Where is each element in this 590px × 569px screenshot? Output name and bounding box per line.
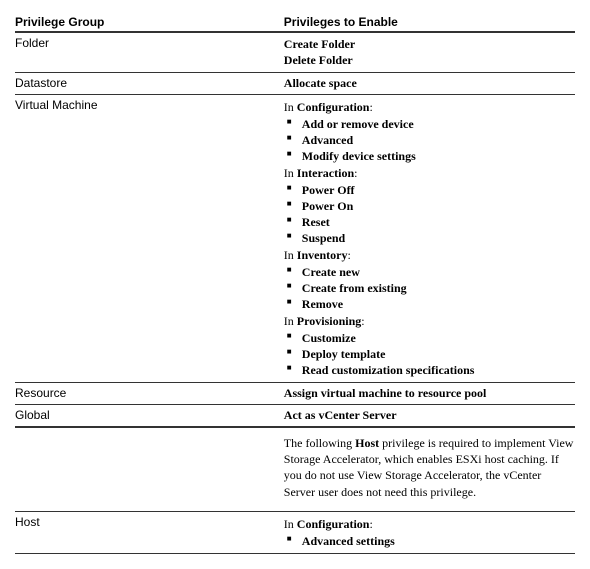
in-word: In [284,248,297,262]
group-label-datastore: Datastore [15,76,284,91]
privs-global: Act as vCenter Server [284,408,575,423]
cat-name: Interaction [297,166,354,180]
priv-add-remove-device: Add or remove device [284,117,575,132]
row-virtual-machine: Virtual Machine In Configuration: Add or… [15,95,575,383]
row-host-note: The following Host privilege is required… [15,428,575,512]
vm-inventory-list: Create new Create from existing Remove [284,265,575,312]
cat-colon: : [369,517,372,531]
row-resource: Resource Assign virtual machine to resou… [15,383,575,405]
priv-act-as-vcenter: Act as vCenter Server [284,408,575,423]
group-label-global: Global [15,408,284,423]
header-privilege-group: Privilege Group [15,15,284,29]
priv-create-new: Create new [284,265,575,280]
in-word: In [284,100,297,114]
vm-cat-inventory: In Inventory: [284,248,575,263]
in-word: In [284,314,297,328]
host-note-empty-label [15,431,284,508]
note-pre: The following [284,436,355,450]
cat-name: Provisioning [297,314,361,328]
privs-resource: Assign virtual machine to resource pool [284,386,575,401]
host-cat-configuration: In Configuration: [284,517,575,532]
priv-power-on: Power On [284,199,575,214]
privs-host: In Configuration: Advanced settings [284,515,575,550]
host-config-list: Advanced settings [284,534,575,549]
priv-customize: Customize [284,331,575,346]
host-note-cell: The following Host privilege is required… [284,431,575,508]
in-word: In [284,517,297,531]
priv-advanced: Advanced [284,133,575,148]
cat-colon: : [354,166,357,180]
priv-power-off: Power Off [284,183,575,198]
row-host: Host In Configuration: Advanced settings [15,512,575,554]
group-label-host: Host [15,515,284,550]
row-datastore: Datastore Allocate space [15,73,575,95]
cat-name: Configuration [297,517,370,531]
cat-name: Inventory [297,248,348,262]
vm-cat-interaction: In Interaction: [284,166,575,181]
note-host-word: Host [355,436,379,450]
group-label-vm: Virtual Machine [15,98,284,379]
row-folder: Folder Create Folder Delete Folder [15,33,575,73]
cat-colon: : [369,100,372,114]
host-note-text: The following Host privilege is required… [284,431,575,508]
in-word: In [284,166,297,180]
priv-create-from-existing: Create from existing [284,281,575,296]
vm-cat-configuration: In Configuration: [284,100,575,115]
privs-vm: In Configuration: Add or remove device A… [284,98,575,379]
priv-modify-device-settings: Modify device settings [284,149,575,164]
priv-read-customization-specs: Read customization specifications [284,363,575,378]
group-label-resource: Resource [15,386,284,401]
priv-create-folder: Create Folder [284,37,575,52]
priv-assign-vm-to-resource-pool: Assign virtual machine to resource pool [284,386,575,401]
privs-folder: Create Folder Delete Folder [284,36,575,69]
privilege-table: Privilege Group Privileges to Enable Fol… [15,15,575,554]
table-header-row: Privilege Group Privileges to Enable [15,15,575,33]
vm-config-list: Add or remove device Advanced Modify dev… [284,117,575,164]
cat-name: Configuration [297,100,370,114]
priv-reset: Reset [284,215,575,230]
row-global: Global Act as vCenter Server [15,405,575,428]
priv-deploy-template: Deploy template [284,347,575,362]
vm-provisioning-list: Customize Deploy template Read customiza… [284,331,575,378]
priv-delete-folder: Delete Folder [284,53,575,68]
group-label-folder: Folder [15,36,284,69]
priv-suspend: Suspend [284,231,575,246]
privs-datastore: Allocate space [284,76,575,91]
vm-interaction-list: Power Off Power On Reset Suspend [284,183,575,246]
priv-remove: Remove [284,297,575,312]
priv-advanced-settings: Advanced settings [284,534,575,549]
priv-allocate-space: Allocate space [284,76,575,91]
vm-cat-provisioning: In Provisioning: [284,314,575,329]
cat-colon: : [347,248,350,262]
cat-colon: : [361,314,364,328]
header-privileges-to-enable: Privileges to Enable [284,15,575,29]
